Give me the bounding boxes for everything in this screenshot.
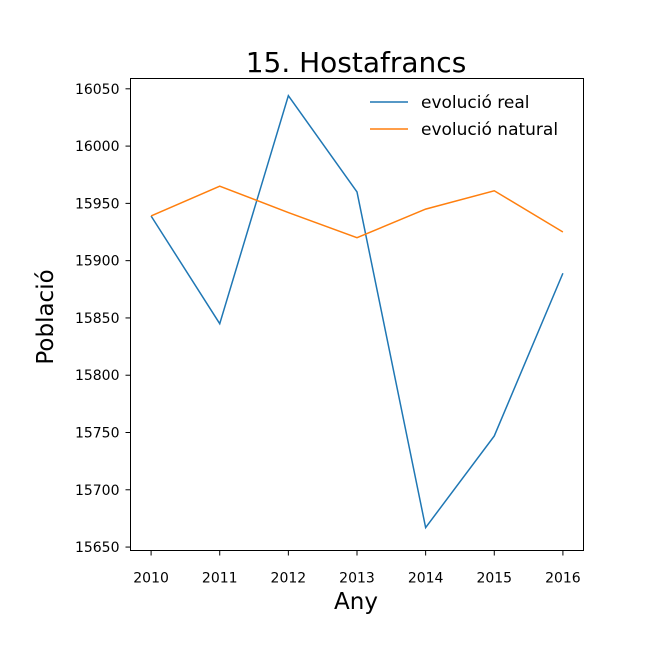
- x-tick-label: 2014: [408, 571, 444, 587]
- plot-frame: [130, 78, 584, 551]
- series-line-1: [150, 93, 564, 530]
- y-tick-label: 15900: [75, 254, 120, 270]
- legend: evolució real evolució natural: [370, 93, 558, 140]
- x-tick-label: 2013: [339, 571, 375, 587]
- legend-label: evolució natural: [421, 120, 558, 140]
- x-tick-label: 2016: [545, 571, 581, 587]
- legend-label: evolució real: [421, 93, 530, 113]
- x-tick-label: 2012: [271, 571, 307, 587]
- y-tick-label: 16050: [75, 82, 120, 98]
- y-tick-label: 16000: [75, 139, 120, 155]
- y-tick-label: 15750: [75, 426, 120, 442]
- x-tick-label: 2011: [202, 571, 238, 587]
- x-tick-label: 2015: [476, 571, 512, 587]
- y-tick-label: 15650: [75, 540, 120, 556]
- y-tick-label: 15850: [75, 311, 120, 327]
- x-tick-label: 2010: [133, 571, 169, 587]
- y-tick-label: 15950: [75, 196, 120, 212]
- y-tick-label: 15700: [75, 483, 120, 499]
- y-tick-label: 15800: [75, 368, 120, 384]
- chart-title: 15. Hostafrancs: [246, 46, 467, 79]
- plot-area: [150, 93, 564, 530]
- y-axis-title: Població: [33, 269, 59, 364]
- x-axis: 2010 2011 2012 2013 2014 2015 2016: [133, 550, 581, 587]
- x-axis-title: Any: [334, 589, 378, 615]
- series-line-2: [150, 185, 564, 239]
- y-axis: 15650 15700 15750 15800 15850 15900 15950 16000…: [75, 82, 131, 556]
